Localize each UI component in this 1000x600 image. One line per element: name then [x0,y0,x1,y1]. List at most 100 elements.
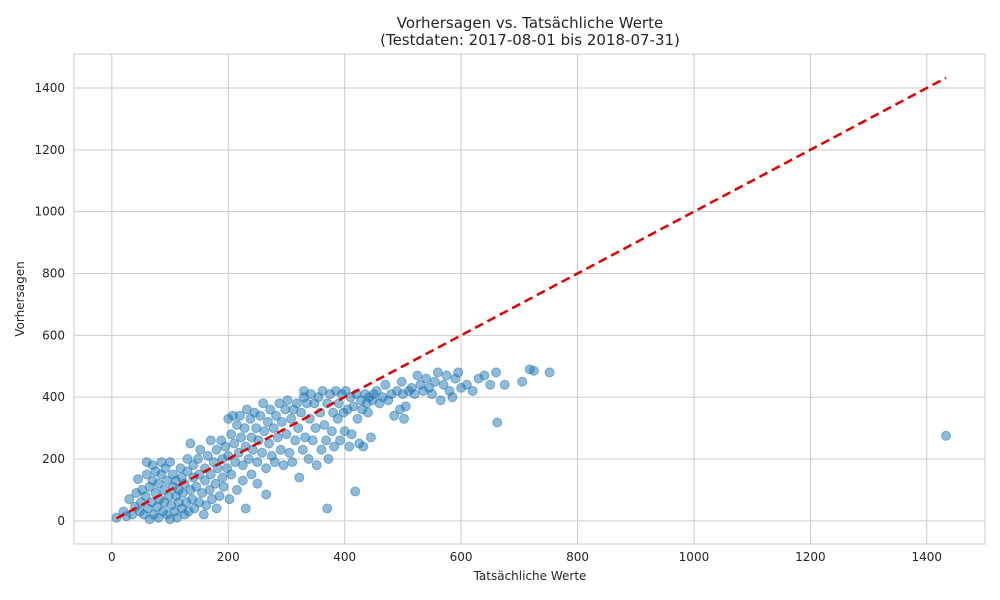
data-point [243,453,254,464]
data-point [198,509,209,520]
x-tick-label: 0 [108,550,116,564]
data-point [326,426,337,437]
data-point [307,435,318,446]
data-point [246,469,257,480]
data-point [492,417,503,428]
data-point [291,398,302,409]
x-tick-label: 1000 [679,550,710,564]
data-point [400,401,411,412]
data-point [296,407,307,418]
data-point [185,438,196,449]
data-point [389,410,400,421]
data-point [199,475,210,486]
data-point [259,426,270,437]
data-point [237,475,248,486]
data-point [233,447,244,458]
data-point [346,429,357,440]
data-point [286,413,297,424]
data-point [252,457,263,468]
data-point [461,379,472,390]
data-point [272,432,283,443]
data-point [311,460,322,471]
data-point [412,370,423,381]
data-point [205,435,216,446]
data-point [447,392,458,403]
y-tick-label: 800 [42,266,65,280]
data-point [217,472,228,483]
data-point [371,385,382,396]
data-point [293,423,304,434]
data-point [205,469,216,480]
data-point [140,491,151,502]
data-point [269,457,280,468]
data-point [218,481,229,492]
data-point [265,404,276,415]
data-point [234,410,245,421]
data-point [485,379,496,390]
data-point [344,441,355,452]
data-point [432,367,443,378]
data-point [362,407,373,418]
data-point [438,379,449,390]
y-tick-labels: 0 200 400 600 800 1000 1200 1400 [34,81,65,528]
y-tick-label: 1000 [34,205,65,219]
data-point [264,438,275,449]
data-point [528,365,539,376]
data-point [229,438,240,449]
data-point [441,370,452,381]
data-point [153,478,164,489]
data-point [239,423,250,434]
data-point [182,466,193,477]
x-tick-label: 600 [450,550,473,564]
data-point [435,395,446,406]
data-point [358,441,369,452]
x-tick-label: 1400 [912,550,943,564]
data-point [278,460,289,471]
data-point [262,416,273,427]
data-point [202,450,213,461]
data-point [491,367,502,378]
data-point [310,423,321,434]
data-point [237,460,248,471]
data-point [195,444,206,455]
data-point [399,413,410,424]
data-point [294,472,305,483]
data-point [261,489,272,500]
data-point [544,367,555,378]
data-point [220,441,231,452]
data-point [409,389,420,400]
x-tick-label: 1200 [795,550,826,564]
data-point [350,486,361,497]
data-point [421,373,432,384]
y-tick-label: 400 [42,390,65,404]
data-point [204,484,215,495]
data-point [214,491,225,502]
data-point [940,430,951,441]
y-tick-label: 200 [42,452,65,466]
data-point [124,494,135,505]
data-point [429,376,440,387]
data-point [270,410,281,421]
data-point [396,376,407,387]
data-point [335,435,346,446]
data-point [316,444,327,455]
data-point [479,370,490,381]
data-point [352,413,363,424]
data-point [426,389,437,400]
data-point [133,474,144,485]
x-tick-label: 200 [217,550,240,564]
y-tick-label: 1400 [34,81,65,95]
data-point [141,469,152,480]
y-tick-label: 600 [42,328,65,342]
data-point [261,463,272,474]
data-point [211,444,222,455]
data-point [281,429,292,440]
x-tick-label: 800 [566,550,589,564]
data-point [333,398,344,409]
data-point [231,484,242,495]
data-point [247,444,258,455]
data-point [211,503,222,514]
data-point [380,379,391,390]
data-point [319,419,330,430]
